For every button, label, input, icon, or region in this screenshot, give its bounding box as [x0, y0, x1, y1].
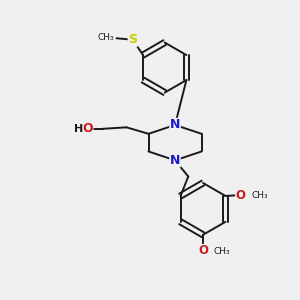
Text: H: H — [74, 124, 83, 134]
Text: N: N — [170, 154, 180, 167]
Text: CH₃: CH₃ — [98, 33, 114, 42]
Text: CH₃: CH₃ — [213, 248, 230, 256]
Text: O: O — [82, 122, 93, 135]
Text: CH₃: CH₃ — [251, 191, 268, 200]
Text: O: O — [236, 189, 246, 202]
Text: S: S — [128, 33, 137, 46]
Text: O: O — [198, 244, 208, 257]
Text: N: N — [170, 118, 180, 131]
